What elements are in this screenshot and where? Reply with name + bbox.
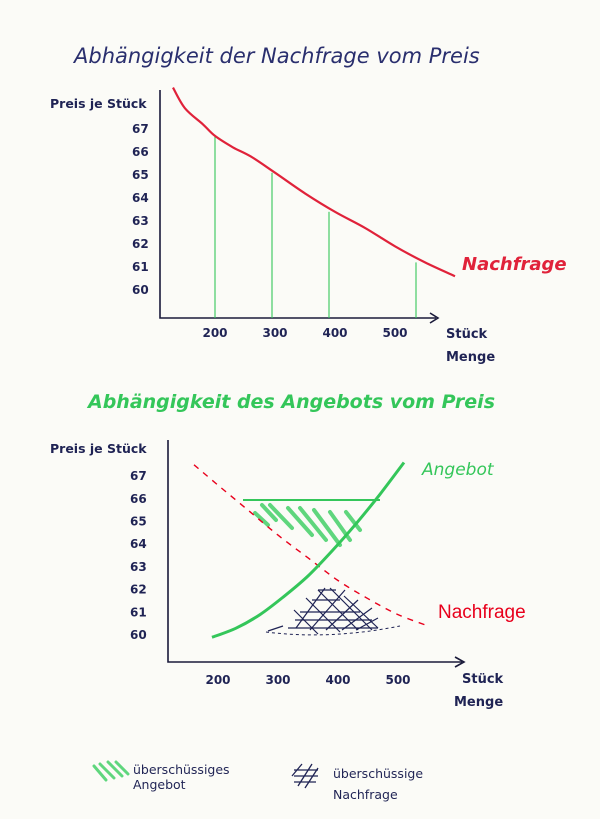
legend-excess-demand: überschüssige Nachfrage [291, 763, 423, 802]
chart2-yticks: 60 61 62 63 64 65 66 67 [130, 469, 147, 642]
x-tick-label: 300 [265, 673, 290, 687]
y-tick-label: 66 [130, 492, 147, 506]
y-tick-label: 65 [132, 168, 149, 182]
y-tick-label: 62 [132, 237, 149, 251]
crosshatch-swatch [291, 763, 319, 789]
x-tick-label: 500 [385, 673, 410, 687]
legend-excess-supply-line1: überschüssiges [133, 762, 230, 777]
green-hatch-swatch [92, 760, 130, 782]
y-tick-label: 62 [130, 583, 147, 597]
chart1-title: Abhängigkeit der Nachfrage vom Preis [72, 44, 480, 68]
excess-demand-region [265, 587, 401, 636]
chart2-axes [167, 440, 462, 663]
y-tick-label: 60 [130, 628, 147, 642]
chart2-xticks: 200 300 400 500 [205, 673, 410, 687]
chart2-demand-curve [193, 464, 429, 627]
chart1-xlabel-top: Stück [446, 327, 488, 342]
chart1-x-arrow [429, 312, 440, 324]
chart1-guide-lines [214, 135, 417, 318]
y-tick-label: 65 [130, 515, 147, 529]
x-tick-label: 400 [325, 673, 350, 687]
legend-excess-demand-line1: überschüssige [333, 766, 423, 781]
chart2-xlabel-bottom: Menge [454, 695, 503, 710]
chart2-demand-label: Nachfrage [438, 602, 526, 623]
chart2-x-arrow [454, 656, 466, 668]
chart1-axes [159, 90, 436, 319]
x-tick-label: 300 [262, 326, 287, 340]
y-tick-label: 64 [130, 537, 147, 551]
chart1-xticks: 200 300 400 500 [202, 326, 407, 340]
chart2-xlabel-top: Stück [462, 672, 504, 687]
y-tick-label: 60 [132, 283, 149, 297]
chart2-title: Abhängigkeit des Angebots vom Preis [86, 391, 495, 413]
chart2-supply-curve [211, 461, 406, 639]
y-tick-label: 67 [130, 469, 147, 483]
x-tick-label: 500 [382, 326, 407, 340]
x-tick-label: 200 [202, 326, 227, 340]
x-tick-label: 200 [205, 673, 230, 687]
y-tick-label: 66 [132, 145, 149, 159]
chart1-series-label: Nachfrage [462, 254, 567, 275]
chart2-ylabel: Preis je Stück [50, 441, 147, 456]
chart1-yticks: 60 61 62 63 64 65 66 67 [132, 122, 149, 297]
excess-supply-region [243, 499, 380, 547]
chart2-supply-label: Angebot [421, 460, 495, 480]
x-tick-label: 400 [322, 326, 347, 340]
y-tick-label: 61 [130, 605, 147, 619]
legend-excess-demand-line2: Nachfrage [333, 787, 398, 802]
y-tick-label: 61 [132, 260, 149, 274]
chart1-xlabel-bottom: Menge [446, 350, 495, 365]
chart1-demand-curve [172, 87, 456, 278]
y-tick-label: 63 [132, 214, 149, 228]
y-tick-label: 63 [130, 560, 147, 574]
legend-excess-supply-line2: Angebot [133, 777, 186, 792]
chart1-ylabel: Preis je Stück [50, 96, 147, 111]
y-tick-label: 67 [132, 122, 149, 136]
y-tick-label: 64 [132, 191, 149, 205]
legend-excess-supply: überschüssiges Angebot [92, 760, 230, 792]
